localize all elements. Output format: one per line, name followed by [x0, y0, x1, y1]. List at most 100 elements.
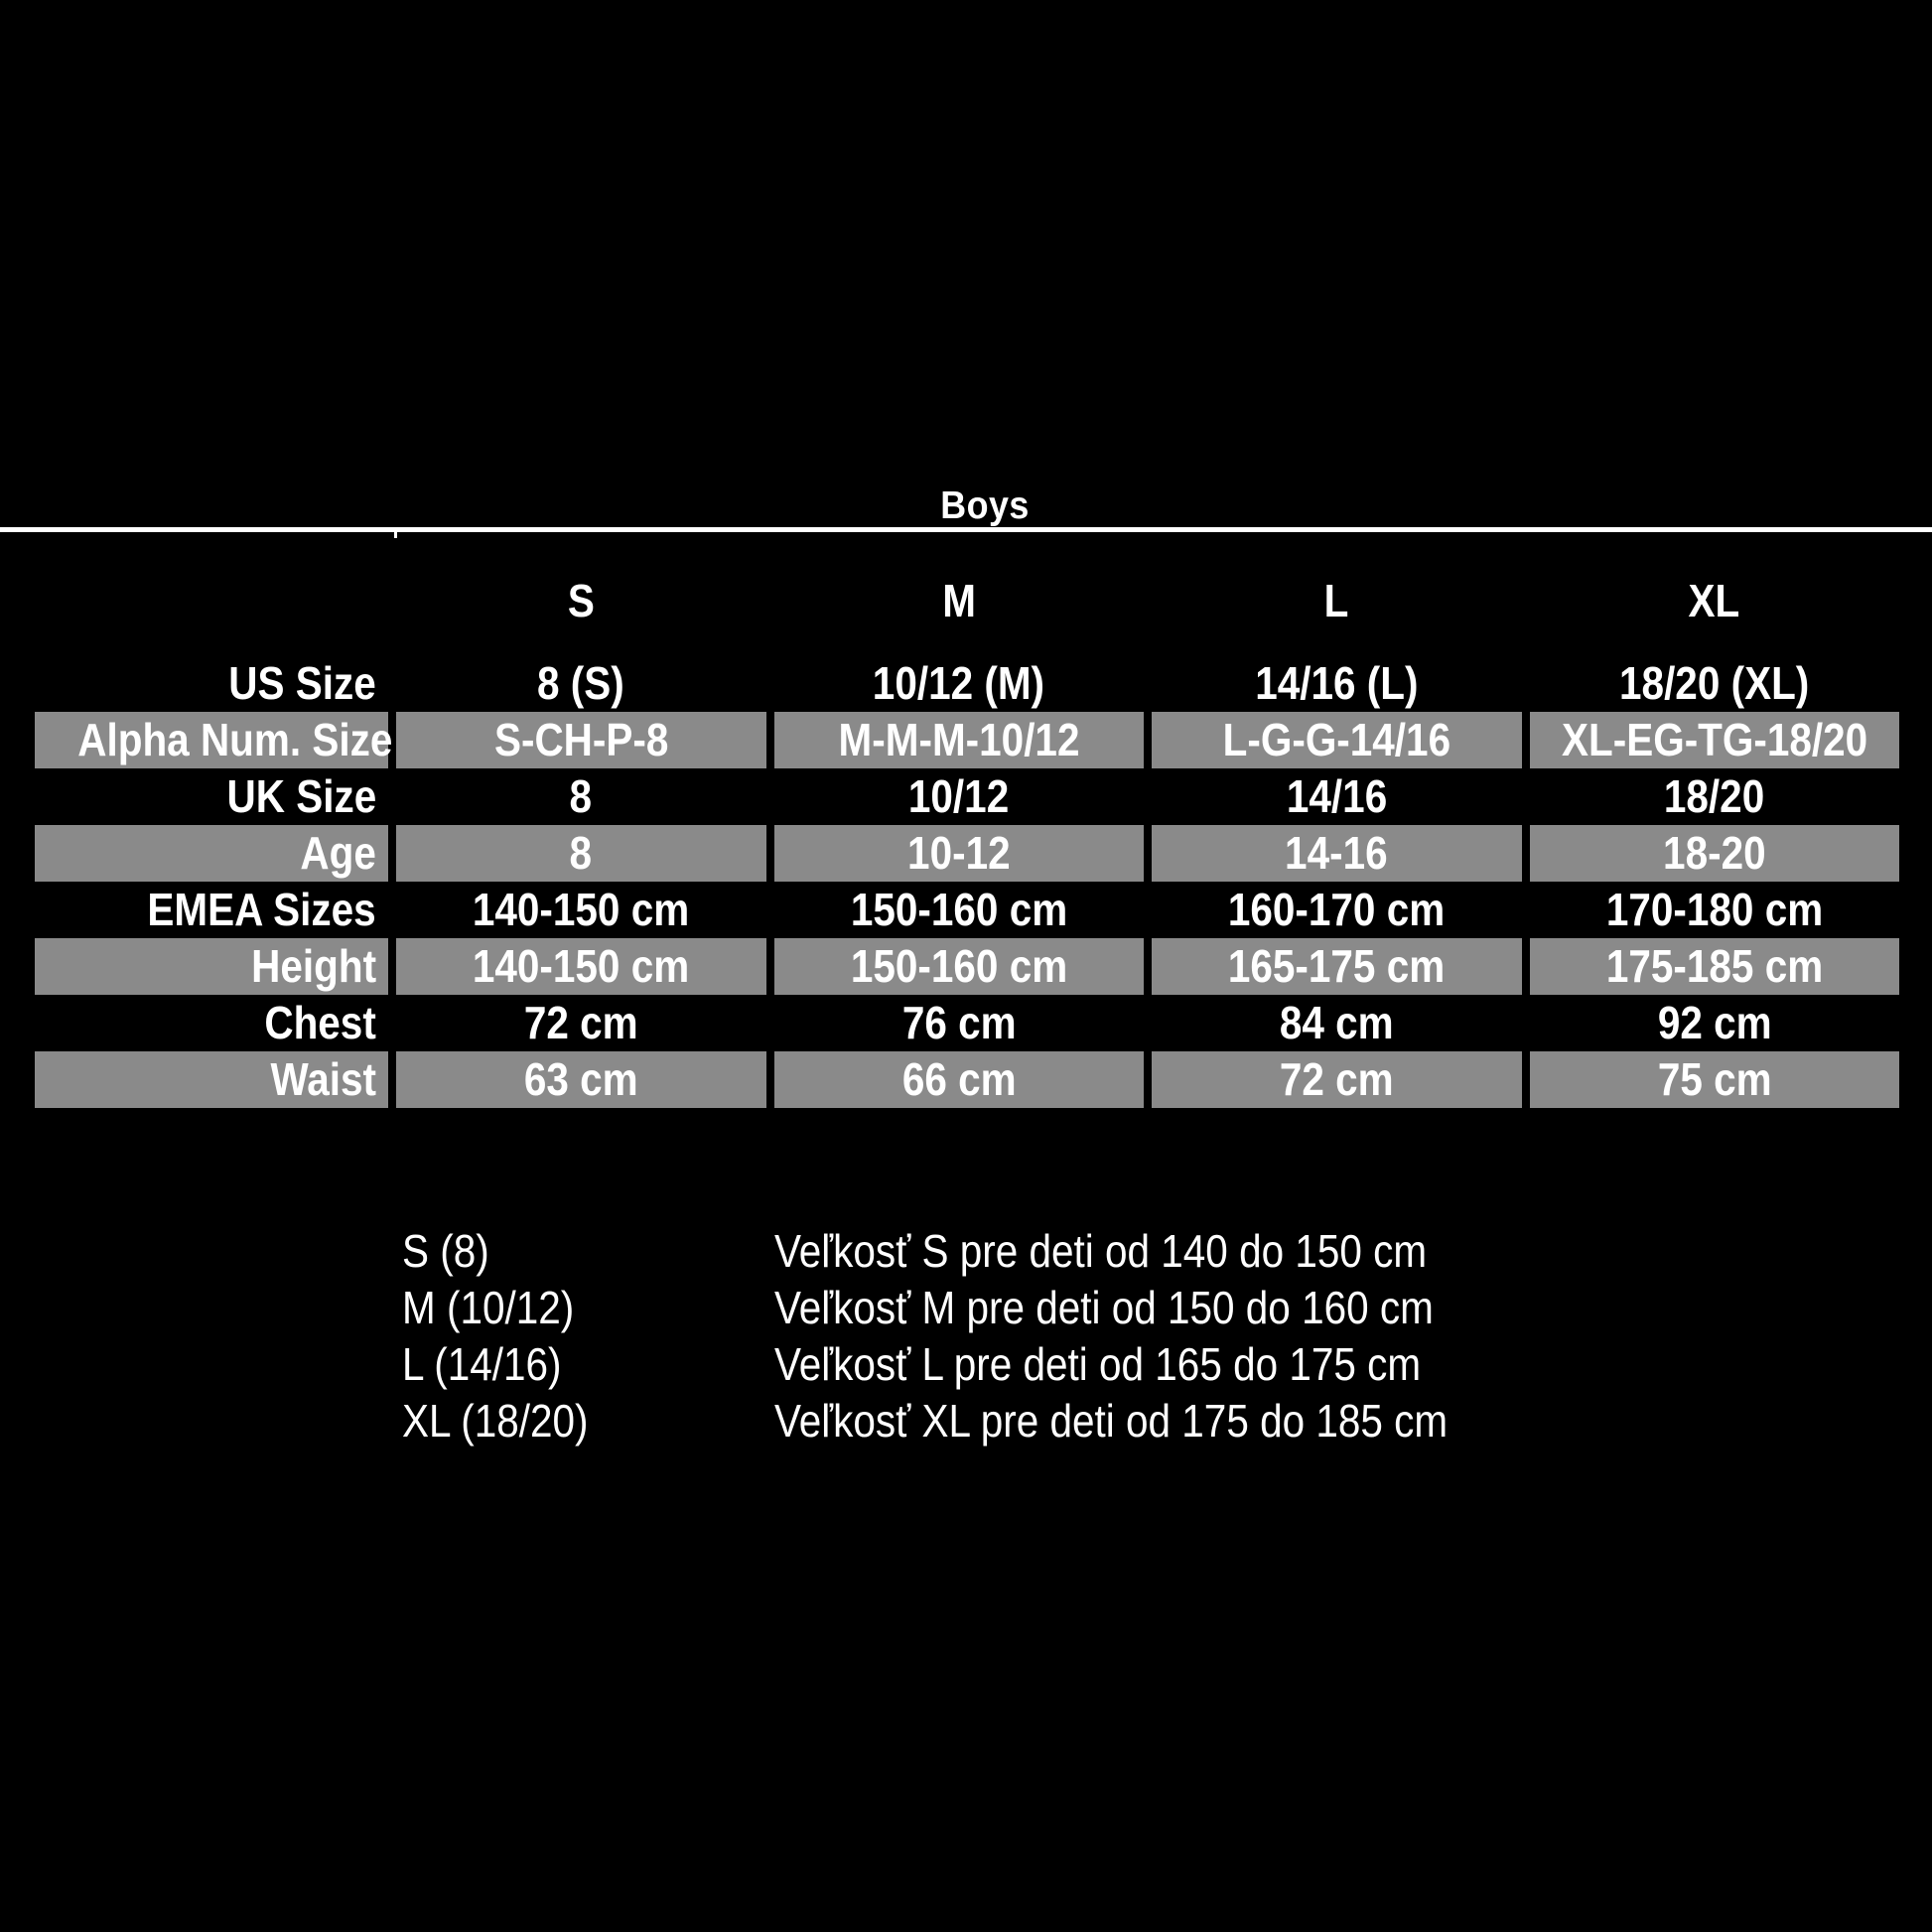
legend-description: Veľkosť XL pre deti od 175 do 185 cm — [774, 1393, 1540, 1449]
size-value: 14/16 (L) — [1152, 655, 1522, 712]
size-value: 63 cm — [396, 1051, 766, 1108]
size-value-text: 8 — [569, 827, 593, 879]
legend-row: L (14/16) Veľkosť L pre deti od 165 do 17… — [402, 1336, 1540, 1393]
size-value-text: 18-20 — [1662, 827, 1766, 879]
size-value-text: 140-150 cm — [473, 940, 690, 992]
size-value: 66 cm — [773, 1051, 1144, 1108]
column-header-s: S — [396, 572, 766, 629]
legend-description-text: Veľkosť L pre deti od 165 do 175 cm — [774, 1338, 1422, 1390]
legend-description-text: Veľkosť S pre deti od 140 do 150 cm — [774, 1225, 1428, 1277]
size-value: 92 cm — [1530, 995, 1900, 1051]
table-row: EMEA Sizes 140-150 cm 150-160 cm 160-170 cm… — [35, 882, 1899, 938]
size-value: 175-185 cm — [1529, 938, 1899, 995]
size-value-text: 10/12 — [908, 770, 1010, 822]
header-spacer — [35, 572, 388, 629]
size-value-text: 10/12 (M) — [873, 657, 1045, 709]
size-value: 10/12 — [774, 768, 1145, 825]
table-row: Waist 63 cm 66 cm 72 cm 75 cm — [35, 1051, 1899, 1108]
legend-row: M (10/12) Veľkosť M pre deti od 150 do 16… — [402, 1280, 1540, 1336]
size-value: 75 cm — [1529, 1051, 1899, 1108]
legend-description: Veľkosť M pre deti od 150 do 160 cm — [774, 1280, 1523, 1336]
column-header-xl-text: XL — [1688, 575, 1740, 626]
size-value-text: 10-12 — [906, 827, 1011, 879]
divider-line — [0, 527, 1932, 532]
row-label-text: US Size — [228, 657, 376, 709]
size-value-text: 75 cm — [1657, 1053, 1772, 1105]
size-value-text: 72 cm — [523, 997, 638, 1048]
size-value-text: L-G-G-14/16 — [1222, 714, 1450, 765]
size-value-text: 170-180 cm — [1605, 884, 1823, 935]
row-label-text: EMEA Sizes — [147, 884, 376, 935]
size-value: 14/16 — [1152, 768, 1522, 825]
row-label: EMEA Sizes — [35, 882, 388, 938]
table-row: US Size 8 (S) 10/12 (M) 14/16 (L) 18/20 (XL) — [35, 655, 1899, 712]
size-value-text: 175-185 cm — [1605, 940, 1823, 992]
size-table: US Size 8 (S) 10/12 (M) 14/16 (L) 18/20 (XL)… — [35, 655, 1899, 1108]
row-label-text: Alpha Num. Size — [77, 714, 393, 765]
row-label: UK Size — [35, 768, 388, 825]
size-value-text: 14/16 (L) — [1255, 657, 1419, 709]
size-value: 72 cm — [1152, 1051, 1522, 1108]
size-value-text: 150-160 cm — [850, 940, 1067, 992]
size-value-text: 66 cm — [901, 1053, 1017, 1105]
page-title: Boys — [940, 484, 1030, 527]
size-value-text: 14-16 — [1285, 827, 1389, 879]
row-label-text: Age — [300, 827, 376, 879]
size-value-text: XL-EG-TG-18/20 — [1561, 714, 1867, 765]
legend-size-label-text: S (8) — [402, 1225, 489, 1277]
size-value: 18/20 — [1530, 768, 1900, 825]
size-value: 18-20 — [1529, 825, 1899, 882]
legend-row: S (8) Veľkosť S pre deti od 140 do 150 cm — [402, 1223, 1540, 1280]
size-value: 170-180 cm — [1530, 882, 1900, 938]
size-value: 8 (S) — [396, 655, 766, 712]
size-value: 84 cm — [1152, 995, 1522, 1051]
table-row: Height 140-150 cm 150-160 cm 165-175 cm 175-… — [35, 938, 1899, 995]
size-value: 140-150 cm — [396, 938, 766, 995]
size-value-text: 84 cm — [1279, 997, 1394, 1048]
row-label-text: Height — [251, 940, 376, 992]
column-header-m: M — [774, 572, 1145, 629]
table-row: UK Size 8 10/12 14/16 18/20 — [35, 768, 1899, 825]
row-label: Height — [35, 938, 388, 995]
legend-size-label: S (8) — [402, 1223, 774, 1280]
size-value: 165-175 cm — [1152, 938, 1522, 995]
legend-size-label-text: L (14/16) — [402, 1338, 562, 1390]
legend-size-label: L (14/16) — [402, 1336, 774, 1393]
row-label: Age — [35, 825, 388, 882]
row-label-text: UK Size — [226, 770, 376, 822]
size-value: 8 — [396, 768, 766, 825]
size-value-text: 160-170 cm — [1228, 884, 1446, 935]
size-value: 150-160 cm — [773, 938, 1144, 995]
legend-size-label: XL (18/20) — [402, 1393, 774, 1449]
legend-description: Veľkosť L pre deti od 165 do 175 cm — [774, 1336, 1509, 1393]
size-value-text: 8 (S) — [537, 657, 625, 709]
table-row: Chest 72 cm 76 cm 84 cm 92 cm — [35, 995, 1899, 1051]
size-value: 18/20 (XL) — [1530, 655, 1900, 712]
size-value-text: 92 cm — [1657, 997, 1772, 1048]
size-column-headers: S M L XL — [35, 572, 1899, 629]
size-value: 72 cm — [396, 995, 766, 1051]
row-label-text: Waist — [270, 1053, 376, 1105]
size-value: 10/12 (M) — [774, 655, 1145, 712]
size-value-text: 165-175 cm — [1228, 940, 1446, 992]
size-value: 76 cm — [774, 995, 1145, 1051]
size-value-text: M-M-M-10/12 — [838, 714, 1080, 765]
row-label: US Size — [35, 655, 388, 712]
size-value: XL-EG-TG-18/20 — [1529, 712, 1899, 768]
size-value: M-M-M-10/12 — [773, 712, 1144, 768]
size-value: S-CH-P-8 — [396, 712, 766, 768]
size-value: 10-12 — [773, 825, 1144, 882]
row-label-text: Chest — [264, 997, 376, 1048]
size-value: 160-170 cm — [1152, 882, 1522, 938]
column-header-xl: XL — [1530, 572, 1900, 629]
column-header-m-text: M — [941, 575, 976, 626]
table-row: Alpha Num. Size S-CH-P-8 M-M-M-10/12 L-G-G-… — [35, 712, 1899, 768]
divider-tick — [394, 532, 397, 538]
size-value: 14-16 — [1152, 825, 1522, 882]
size-value-text: 18/20 — [1664, 770, 1765, 822]
column-header-l: L — [1152, 572, 1522, 629]
size-value-text: 14/16 — [1286, 770, 1387, 822]
size-value: 150-160 cm — [774, 882, 1145, 938]
size-value-text: 76 cm — [901, 997, 1017, 1048]
